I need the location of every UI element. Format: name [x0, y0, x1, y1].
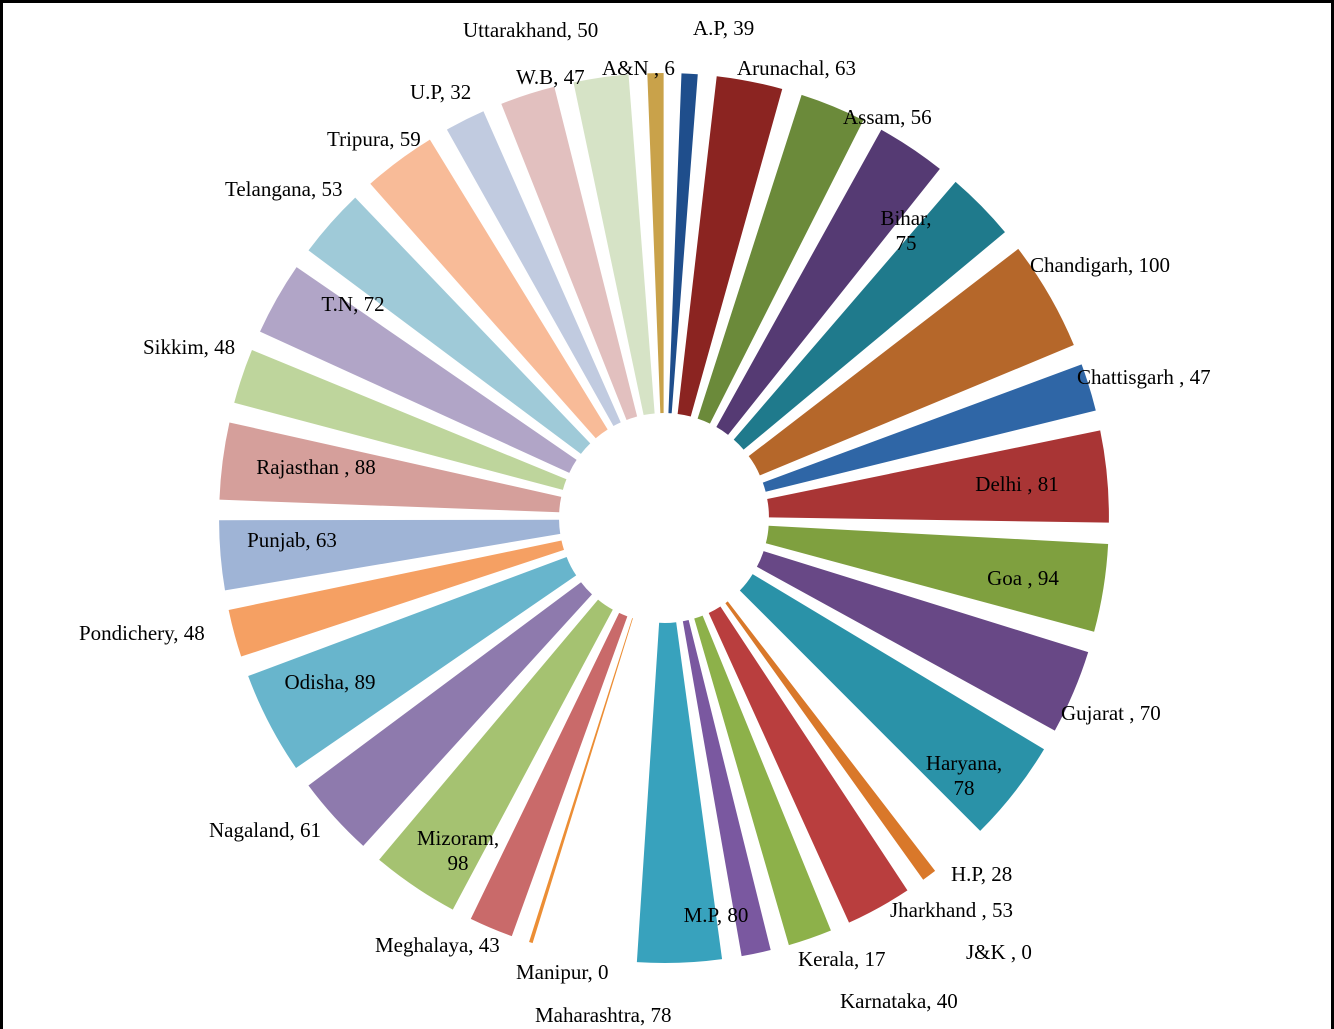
slice-label-meghalaya: Meghalaya, 43 — [375, 933, 500, 957]
pie-slice-kerala — [694, 615, 831, 946]
pie-slice-h-p — [739, 574, 1045, 831]
slice-label-sikkim: Sikkim, 48 — [143, 335, 235, 359]
slice-label-jharkhand: Jharkhand , 53 — [890, 898, 1013, 922]
pie-slice-rajasthan — [219, 519, 561, 591]
pie-slice-m-p — [682, 620, 771, 957]
pie-slice-odisha — [308, 582, 592, 846]
pie-slice-mizoram — [470, 612, 628, 937]
pie-slice-chattisgarh — [748, 248, 1074, 476]
slice-label-manipur: Manipur, 0 — [516, 960, 608, 984]
slice-label-j-k: J&K , 0 — [966, 940, 1032, 964]
pie-slice-haryana — [756, 551, 1089, 731]
slice-label-kerala: Kerala, 17 — [798, 947, 885, 971]
slice-label-chattisgarh: Chattisgarh , 47 — [1077, 365, 1211, 389]
slice-label-punjab: Punjab, 63 — [247, 528, 337, 552]
pie-slice-w-b — [446, 111, 621, 427]
slice-label-rajasthan: Rajasthan , 88 — [256, 455, 376, 479]
slice-label-uttarakhand: Uttarakhand, 50 — [463, 18, 598, 42]
slice-label-odisha: Odisha, 89 — [285, 670, 376, 694]
slice-label-tripura: Tripura, 59 — [327, 127, 421, 151]
slice-label-karnataka: Karnataka, 40 — [840, 989, 958, 1013]
slice-label-haryana: Haryana, 78 — [926, 751, 1002, 800]
slice-label-w-b: W.B, 47 — [516, 65, 585, 89]
slice-label-u-p: U.P, 32 — [410, 80, 471, 104]
slice-label-arunachal: Arunachal, 63 — [737, 56, 856, 80]
slice-label-t-n: T.N, 72 — [321, 292, 384, 316]
pie-slice-karnataka — [708, 606, 908, 923]
pie-slice-u-p — [370, 139, 608, 439]
slice-label-bihar: Bihar, 75 — [880, 206, 931, 255]
pie-slice-tripura — [308, 197, 591, 454]
slice-label-nagaland: Nagaland, 61 — [209, 818, 321, 842]
pie-slice-jharkhand — [725, 601, 936, 880]
slice-label-delhi: Delhi , 81 — [975, 472, 1058, 496]
slice-label-a-p: A.P, 39 — [693, 16, 754, 40]
pie-slice-meghalaya — [529, 618, 633, 944]
pie-slice-telangana — [260, 267, 577, 473]
slice-label-assam: Assam, 56 — [843, 105, 932, 129]
pie-slice-uttarakhand — [501, 86, 638, 420]
pie-slice-maharashtra — [636, 622, 723, 963]
pie-slice-t-n — [234, 350, 567, 490]
slice-label-a-n: A&N , 6 — [602, 56, 675, 80]
pie-slice-chandigarh — [733, 181, 1005, 450]
pie-slice-delhi — [762, 364, 1096, 492]
pie-slice-sikkim — [219, 422, 562, 513]
pie-slice-a-n — [668, 73, 698, 414]
pie-slice-assam — [697, 94, 864, 424]
slice-label-goa: Goa , 94 — [987, 566, 1059, 590]
pie-slice-bihar — [716, 129, 940, 435]
pie-slice-pondichery — [248, 556, 577, 768]
slice-label-telangana: Telangana, 53 — [225, 177, 342, 201]
slice-label-maharashtra: Maharashtra, 78 — [535, 1003, 671, 1027]
slice-label-h-p: H.P, 28 — [951, 862, 1012, 886]
pie-slice-gujarat — [765, 525, 1109, 632]
slice-label-chandigarh: Chandigarh, 100 — [1030, 253, 1170, 277]
pie-slice-goa — [767, 430, 1109, 523]
pie-slice-nagaland — [379, 599, 613, 910]
pie-slice-a-p — [647, 73, 664, 414]
slice-label-mizoram: Mizoram, 98 — [417, 826, 499, 875]
pie-slice-uttarakhand-2 — [573, 74, 655, 416]
pie-slice-arunachal — [677, 76, 783, 417]
slice-label-pondichery: Pondichery, 48 — [79, 621, 205, 645]
pie-slice-punjab — [228, 540, 564, 657]
slice-label-m-p: M.P, 80 — [684, 903, 749, 927]
slice-label-gujarat: Gujarat , 70 — [1061, 701, 1161, 725]
